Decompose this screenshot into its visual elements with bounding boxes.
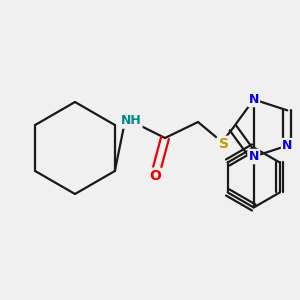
Text: S: S	[219, 137, 229, 151]
Text: N: N	[248, 150, 259, 163]
Text: N: N	[248, 93, 259, 106]
Text: N: N	[282, 139, 292, 152]
Text: O: O	[149, 169, 161, 183]
Text: NH: NH	[121, 115, 141, 128]
